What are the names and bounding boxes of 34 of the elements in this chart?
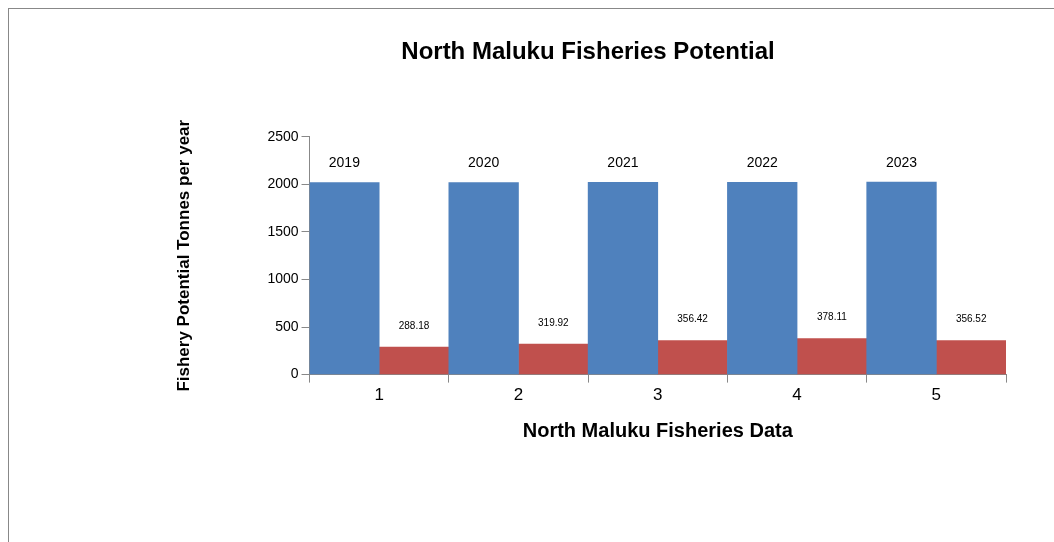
- x-tick-label: 5: [931, 385, 942, 405]
- data-label: 2023: [885, 154, 918, 171]
- bar: [587, 182, 659, 375]
- y-tick-label: 1500: [267, 222, 299, 239]
- data-label: 2021: [607, 154, 639, 171]
- data-label: 288.18: [398, 319, 430, 331]
- bar: [866, 181, 937, 375]
- data-label: 2020: [468, 154, 500, 171]
- bar: [657, 340, 728, 375]
- y-tick-label: 1000: [267, 270, 299, 287]
- data-label: 319.92: [538, 316, 570, 328]
- y-tick-label: 2500: [267, 127, 299, 144]
- y-tick-label: 2000: [267, 175, 299, 192]
- bar: [448, 182, 519, 375]
- data-label: 2019: [328, 154, 361, 171]
- data-label: 356.42: [677, 313, 709, 325]
- chart-title: North Maluku Fisheries Potential: [401, 37, 775, 65]
- bar: [518, 343, 589, 375]
- bar: [378, 346, 450, 375]
- data-label: 356.52: [955, 313, 987, 325]
- bar: [309, 182, 380, 375]
- y-tick-label: 0: [290, 365, 299, 382]
- data-label: 378.11: [816, 311, 848, 323]
- bar: [936, 340, 1006, 375]
- x-tick-label: 4: [792, 385, 802, 405]
- data-label: 2022: [746, 154, 779, 171]
- x-tick-label: 2: [513, 385, 524, 405]
- x-axis-title: North Maluku Fisheries Data: [522, 418, 794, 441]
- bar: [796, 338, 868, 375]
- x-tick-label: 3: [653, 385, 663, 405]
- x-tick-label: 1: [374, 385, 384, 405]
- bar: [727, 181, 798, 375]
- y-axis-title: Fishery Potential Tonnes per year: [173, 119, 193, 392]
- y-tick-label: 500: [275, 317, 299, 334]
